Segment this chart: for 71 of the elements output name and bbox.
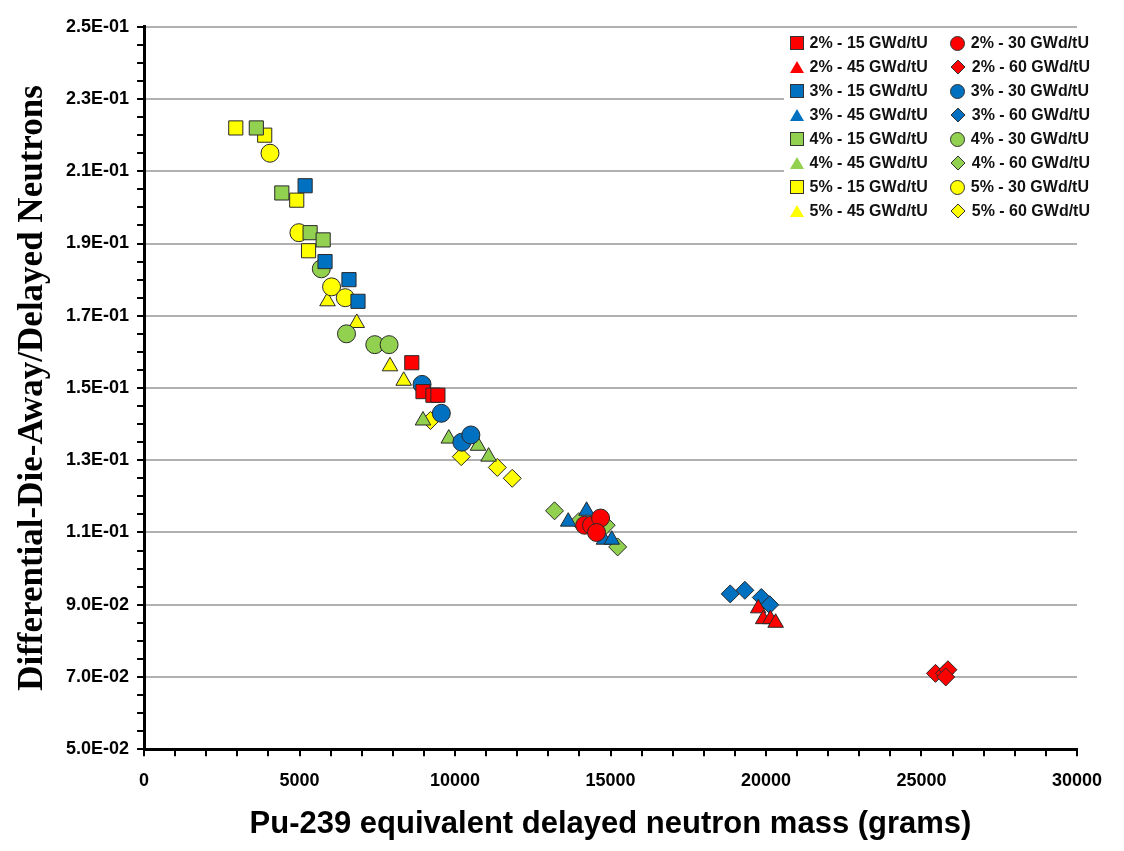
legend-label: 4% - 15 GWd/tU: [809, 130, 928, 148]
y-tick-label: 1.3E-01: [66, 449, 130, 470]
legend-label: 3% - 45 GWd/tU: [809, 106, 928, 124]
point: [767, 613, 784, 628]
point: [431, 403, 451, 423]
point: [587, 522, 607, 542]
point: [749, 598, 767, 614]
legend-label: 2% - 30 GWd/tU: [970, 34, 1089, 52]
point: [760, 595, 780, 615]
y-tick-label: 5.0E-02: [66, 738, 130, 759]
point: [603, 530, 621, 545]
legend-label: 2% - 60 GWd/tU: [971, 58, 1090, 76]
point: [936, 667, 956, 687]
point: [302, 225, 318, 241]
y-tick-label: 2.5E-01: [66, 15, 130, 36]
point: [260, 143, 280, 163]
point: [289, 192, 305, 208]
y-axis-title: Differential-Die-Away/Delayed Neutrons: [11, 85, 51, 691]
legend-label: 4% - 45 GWd/tU: [809, 154, 928, 172]
x-tick-label: 30000: [1051, 769, 1102, 790]
point: [317, 254, 333, 270]
legend-label: 4% - 30 GWd/tU: [970, 130, 1089, 148]
legend-label: 5% - 15 GWd/tU: [809, 178, 928, 196]
point: [228, 120, 244, 136]
point: [315, 232, 331, 248]
legend-label: 3% - 60 GWd/tU: [971, 106, 1090, 124]
y-tick-label: 1.5E-01: [66, 376, 130, 397]
legend-label: 5% - 45 GWd/tU: [809, 202, 928, 220]
point: [322, 277, 342, 297]
point: [502, 468, 522, 488]
x-tick-label: 10000: [429, 769, 481, 790]
legend-label: 4% - 60 GWd/tU: [971, 154, 1090, 172]
point: [461, 425, 481, 445]
point: [720, 584, 740, 604]
point: [297, 178, 313, 194]
point: [300, 243, 317, 259]
legend-label: 5% - 60 GWd/tU: [971, 202, 1090, 220]
legend-label: 2% - 45 GWd/tU: [809, 58, 928, 76]
point: [559, 512, 577, 527]
legend-label: 5% - 30 GWd/tU: [970, 178, 1089, 196]
point: [248, 120, 264, 136]
point: [480, 447, 497, 462]
x-tick-label: 5000: [279, 769, 320, 790]
x-tick-label: 25000: [896, 769, 947, 790]
point: [414, 411, 432, 426]
y-tick-label: 7.0E-02: [66, 665, 130, 686]
point: [341, 272, 357, 288]
point: [578, 501, 595, 516]
legend-label: 3% - 30 GWd/tU: [970, 82, 1089, 100]
y-tick-label: 1.1E-01: [66, 521, 130, 542]
point: [545, 501, 565, 521]
legend-label: 3% - 15 GWd/tU: [809, 82, 928, 100]
point: [379, 335, 399, 355]
point: [430, 387, 446, 403]
x-axis-title: Pu-239 equivalent delayed neutron mass (grams): [249, 804, 972, 840]
legend-label: 2% - 15 GWd/tU: [809, 34, 928, 52]
point: [735, 580, 755, 600]
x-tick-label: 15000: [585, 769, 636, 790]
y-tick-label: 9.0E-02: [66, 593, 130, 614]
point: [350, 293, 366, 309]
x-tick-label: 20000: [740, 769, 792, 790]
point: [274, 185, 290, 201]
y-tick-label: 2.3E-01: [66, 88, 130, 109]
point: [395, 371, 412, 386]
x-tick-label: 0: [139, 769, 150, 790]
y-tick-label: 1.7E-01: [66, 304, 130, 325]
y-tick-label: 2.1E-01: [66, 160, 130, 181]
point: [487, 457, 507, 477]
point: [404, 355, 420, 371]
point: [336, 324, 356, 344]
y-tick-label: 1.9E-01: [66, 232, 130, 253]
